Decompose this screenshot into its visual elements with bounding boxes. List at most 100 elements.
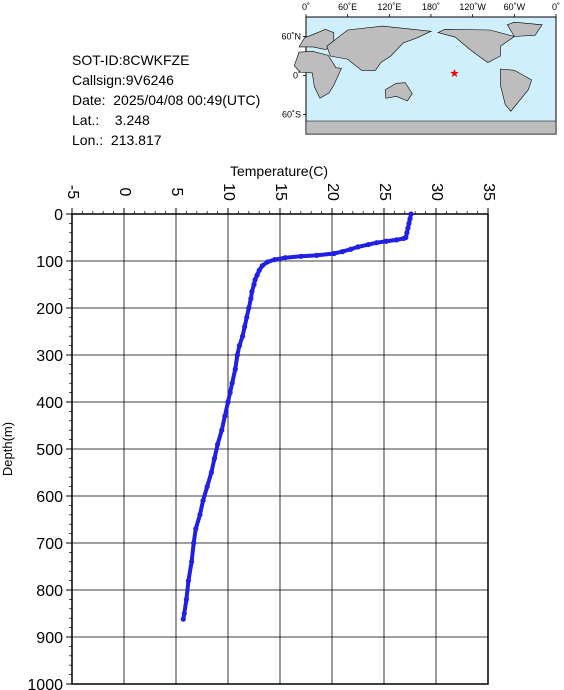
map-land	[293, 21, 557, 135]
temperature-data-point	[331, 250, 337, 257]
temperature-data-point	[365, 241, 371, 248]
y-tick-label: 200	[36, 301, 63, 318]
x-tick-label: 25	[376, 183, 393, 201]
map-lon-label: 60˚W	[504, 2, 526, 12]
map-lon-label: 120˚W	[459, 2, 486, 12]
y-tick-label: 100	[36, 254, 63, 271]
float-location-star-icon	[450, 68, 459, 78]
map-lon-label: 180˚	[422, 2, 440, 12]
temperature-data-point	[236, 343, 243, 349]
callsign-text: Callsign:9V6246	[72, 72, 174, 88]
map-lon-label: 120˚E	[377, 2, 401, 12]
temperature-data-point	[227, 390, 233, 396]
temperature-data-point	[225, 399, 231, 405]
temperature-data-point	[181, 610, 187, 617]
map-lon-label: 0˚	[552, 2, 560, 12]
temperature-data-point	[215, 441, 221, 447]
temperature-data-point	[298, 253, 304, 259]
map-lat-label: 60˚N	[281, 32, 301, 42]
y-tick-label: 900	[36, 630, 63, 647]
x-axis-label: Temperature(C)	[230, 163, 328, 179]
temperature-data-point	[313, 252, 319, 258]
temperature-profile-line	[181, 213, 413, 620]
x-tick-label: 35	[480, 183, 497, 201]
temperature-data-point	[222, 413, 228, 419]
y-tick-label: 1000	[27, 677, 63, 690]
temperature-data-point	[234, 352, 240, 358]
y-axis-label: Depth(m)	[0, 422, 15, 476]
temperature-data-point	[204, 484, 210, 490]
temperature-data-point	[407, 216, 413, 222]
temperature-data-point	[383, 238, 389, 244]
x-tick-label: 15	[272, 183, 289, 201]
x-tick-label: 10	[220, 183, 237, 201]
x-tick-label: 30	[428, 183, 445, 201]
temperature-data-point	[339, 249, 345, 255]
temperature-data-point	[254, 272, 260, 278]
temperature-data-point	[229, 380, 235, 386]
map-landmass	[506, 21, 543, 37]
temperature-data-point	[219, 427, 225, 433]
temperature-data-point	[249, 288, 255, 295]
date-text: Date: 2025/04/08 00:49(UTC)	[72, 92, 261, 108]
latitude-text: Lat.: 3.248	[72, 112, 150, 128]
temperature-data-point	[251, 281, 257, 288]
temperature-data-point	[406, 220, 412, 226]
map-landmass	[293, 51, 342, 99]
y-tick-label: 0	[54, 207, 63, 224]
temperature-data-point	[189, 559, 195, 565]
map-lon-label: 0˚	[302, 2, 310, 12]
temperature-data-point	[232, 366, 238, 372]
temperature-data-point	[248, 296, 254, 302]
temperature-data-point	[183, 596, 189, 603]
temperature-data-point	[408, 211, 414, 217]
y-tick-label: 800	[36, 583, 63, 600]
temperature-data-point	[246, 305, 252, 311]
map-landmass	[384, 82, 413, 102]
temperature-data-point	[355, 244, 361, 250]
temperature-data-point	[200, 498, 206, 504]
map-lat-label: 60˚S	[282, 110, 301, 120]
temperature-data-point	[404, 230, 410, 236]
temperature-data-point	[211, 455, 218, 461]
map-lon-label: 60˚E	[338, 2, 357, 12]
temperature-data-point	[180, 616, 186, 622]
longitude-text: Lon.: 213.817	[72, 132, 162, 148]
temperature-data-point	[282, 255, 288, 261]
x-tick-label: -5	[64, 185, 81, 199]
y-tick-label: 300	[36, 348, 63, 365]
temperature-data-point	[259, 263, 265, 269]
float-info-panel: SOT-ID:8CWKFZE Callsign:9V6246 Date: 202…	[72, 50, 260, 150]
y-tick-label: 600	[36, 489, 63, 506]
temperature-data-point	[242, 324, 248, 330]
temperature-data-point	[256, 267, 262, 273]
temperature-data-point	[374, 240, 380, 246]
temperature-data-point	[348, 246, 354, 252]
sot-id-text: SOT-ID:8CWKFZE	[72, 52, 190, 68]
temperature-data-point	[193, 526, 199, 532]
map-landmass	[500, 68, 533, 112]
temperature-data-point	[393, 237, 400, 243]
temperature-data-point	[401, 235, 407, 242]
y-tick-label: 400	[36, 395, 63, 412]
temperature-data-point	[185, 578, 192, 584]
map-landmass	[298, 29, 335, 50]
map-landmass	[305, 120, 557, 135]
temperature-data-point	[252, 277, 258, 283]
temperature-data-point	[239, 333, 246, 339]
temperature-data-point	[264, 259, 271, 265]
y-tick-label: 700	[36, 536, 63, 553]
temperature-data-point	[208, 469, 214, 476]
map-lat-label: 0˚	[293, 71, 301, 81]
temperature-data-point	[272, 256, 278, 263]
temperature-data-point	[244, 314, 250, 320]
temperature-data-point	[191, 540, 197, 546]
temperature-data-point	[405, 225, 411, 231]
x-tick-label: 5	[168, 188, 185, 197]
x-tick-label: 20	[324, 183, 341, 201]
map-landmass	[437, 29, 516, 63]
map-landmass	[326, 25, 433, 71]
temperature-data-point	[197, 512, 203, 518]
